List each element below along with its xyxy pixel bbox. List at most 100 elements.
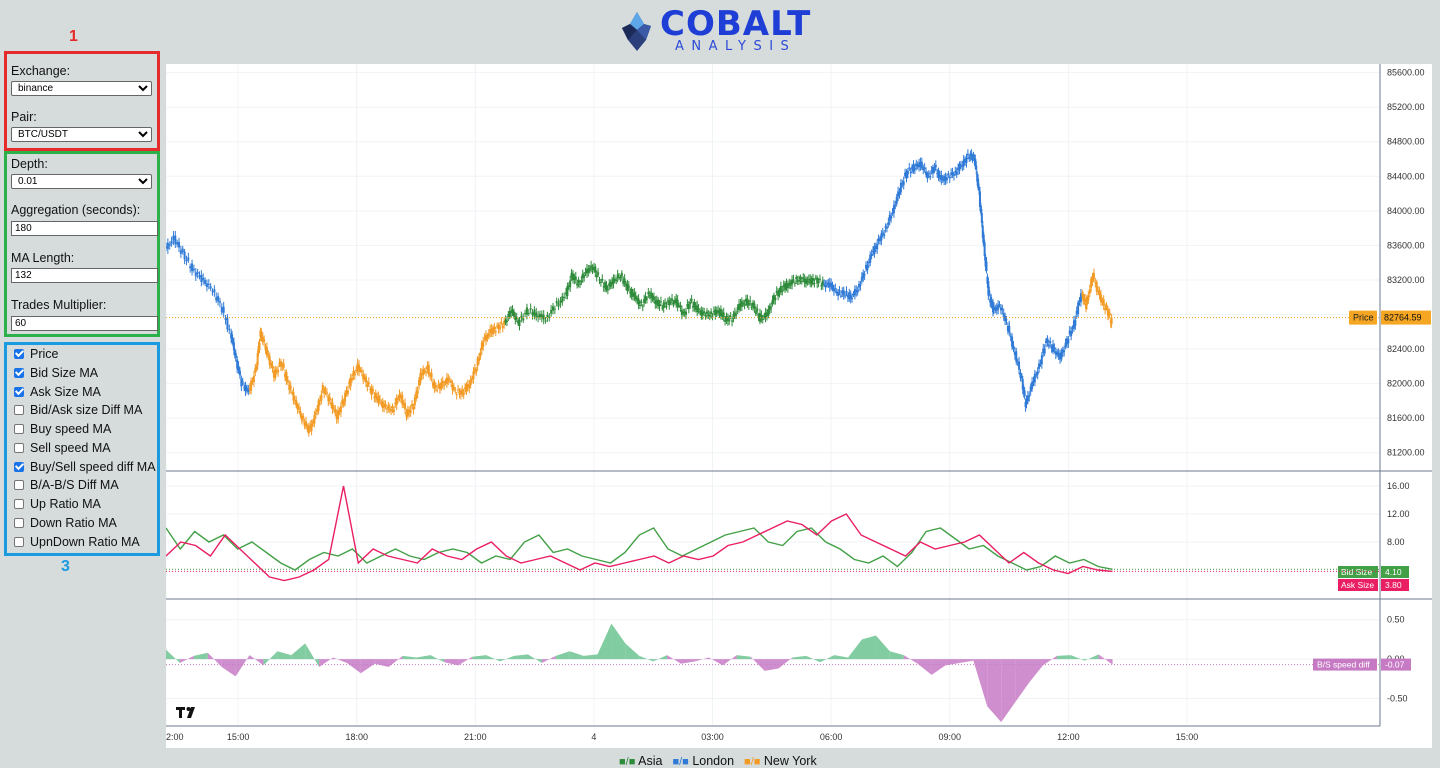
candle-body xyxy=(360,370,363,372)
candle-body xyxy=(344,392,347,402)
y-tick-label: 81600.00 xyxy=(1387,413,1425,423)
candle-body xyxy=(248,387,251,390)
candle-body xyxy=(544,320,547,322)
checkbox[interactable] xyxy=(14,442,24,453)
indicator-bid-size-ma[interactable]: Bid Size MA xyxy=(14,364,98,382)
exchange-select[interactable]: binance xyxy=(11,81,152,96)
candle-body xyxy=(897,191,900,197)
chart-canvas[interactable]: 2:00 15:00 18:00 21:00 4 03:00 06:00 09:00 12:00… xyxy=(165,64,1432,748)
depth-select[interactable]: 0.01 xyxy=(11,174,152,189)
candle-body xyxy=(1013,351,1016,355)
candle-body xyxy=(916,164,919,168)
candle-body xyxy=(925,171,928,175)
candle-body xyxy=(841,290,844,293)
candle-body xyxy=(323,388,326,394)
candle-body xyxy=(490,328,493,334)
trading-chart[interactable]: 2:00 15:00 18:00 21:00 4 03:00 06:00 09:00 12:00… xyxy=(165,64,1432,748)
x-tick-label: 2:00 xyxy=(166,732,184,742)
candle-body xyxy=(778,289,781,293)
checkbox[interactable] xyxy=(14,461,24,472)
candle-body xyxy=(302,415,305,419)
candle-body xyxy=(979,205,982,213)
candle-body xyxy=(1050,346,1053,349)
indicator-bid-ask-size-diff-ma[interactable]: Bid/Ask size Diff MA xyxy=(14,401,142,419)
candle-body xyxy=(638,304,641,306)
indicator-upndown-ratio-ma[interactable]: UpnDown Ratio MA xyxy=(14,533,140,551)
indicator-buy-sell-speed-diff-ma[interactable]: Buy/Sell speed diff MA xyxy=(14,458,156,476)
candle-body xyxy=(771,299,774,304)
candle-body xyxy=(866,265,869,271)
candle-body xyxy=(796,280,799,282)
candle-body xyxy=(317,400,320,411)
checkbox[interactable] xyxy=(14,349,24,359)
candle-body xyxy=(767,309,770,317)
pair-select[interactable]: BTC/USDT xyxy=(11,127,152,142)
speed-area-segment xyxy=(861,635,876,660)
candle-body xyxy=(606,289,609,291)
indicator-ask-size-ma[interactable]: Ask Size MA xyxy=(14,383,101,401)
speed-area-segment xyxy=(402,655,417,660)
speed-area-segment xyxy=(291,643,306,660)
candle-body xyxy=(358,364,361,372)
candle-body xyxy=(501,325,504,328)
y-tick-label: 16.00 xyxy=(1387,481,1410,491)
speed-area-segment xyxy=(235,655,250,677)
ma-length-input[interactable] xyxy=(11,268,158,283)
candle-body xyxy=(881,232,884,234)
candle-body xyxy=(934,164,937,168)
candle-body xyxy=(433,381,436,389)
candle-body xyxy=(820,285,823,287)
candle-body xyxy=(220,307,223,313)
indicator-sell-speed-ma[interactable]: Sell speed MA xyxy=(14,439,111,457)
candle-body xyxy=(310,423,313,431)
candle-body xyxy=(710,311,713,314)
checkbox[interactable] xyxy=(14,386,24,397)
speed-area-segment xyxy=(806,655,821,663)
indicator-label: Up Ratio MA xyxy=(30,497,101,511)
checkbox[interactable] xyxy=(14,405,24,416)
speed-area-segment xyxy=(611,623,626,660)
candle-body xyxy=(529,308,532,310)
checkbox[interactable] xyxy=(14,536,24,547)
checkbox[interactable] xyxy=(14,424,24,434)
indicator-buy-speed-ma[interactable]: Buy speed MA xyxy=(14,420,111,438)
candle-body xyxy=(207,283,210,285)
candle-body xyxy=(450,381,453,383)
candle-body xyxy=(877,238,880,241)
x-tick-label: 03:00 xyxy=(701,732,724,742)
indicator-down-ratio-ma[interactable]: Down Ratio MA xyxy=(14,514,117,532)
checkbox[interactable] xyxy=(14,517,24,528)
candle-body xyxy=(919,161,922,167)
candle-body xyxy=(531,312,534,315)
indicator-up-ratio-ma[interactable]: Up Ratio MA xyxy=(14,495,101,513)
candle-body xyxy=(1004,316,1007,322)
candle-body xyxy=(1040,355,1043,365)
checkbox[interactable] xyxy=(14,367,24,378)
candle-body xyxy=(397,398,400,400)
candle-body xyxy=(1108,313,1111,316)
candle-body xyxy=(478,357,481,362)
candle-body xyxy=(398,394,401,399)
candle-body xyxy=(198,275,201,278)
candle-body xyxy=(286,380,289,383)
candle-body xyxy=(443,384,446,386)
candle-body xyxy=(645,298,648,300)
checkbox[interactable] xyxy=(14,499,24,509)
y-tick-label: 12.00 xyxy=(1387,509,1410,519)
candle-body xyxy=(998,304,1001,306)
aggregation-input[interactable] xyxy=(11,221,158,236)
trades-multiplier-input[interactable] xyxy=(11,316,158,331)
candle-body xyxy=(512,311,515,317)
candle-body xyxy=(419,372,422,383)
candle-body xyxy=(760,315,763,319)
exchange-label: Exchange: xyxy=(11,64,71,78)
indicator-price[interactable]: Price xyxy=(14,345,58,363)
speed-area-segment xyxy=(555,651,570,660)
candle-body xyxy=(1052,344,1055,352)
candle-body xyxy=(798,280,801,282)
checkbox[interactable] xyxy=(14,480,24,491)
candle-body xyxy=(348,381,351,385)
candle-body xyxy=(507,313,510,317)
indicator-b-a-b-s-diff-ma[interactable]: B/A-B/S Diff MA xyxy=(14,476,119,494)
candle-body xyxy=(565,292,568,295)
